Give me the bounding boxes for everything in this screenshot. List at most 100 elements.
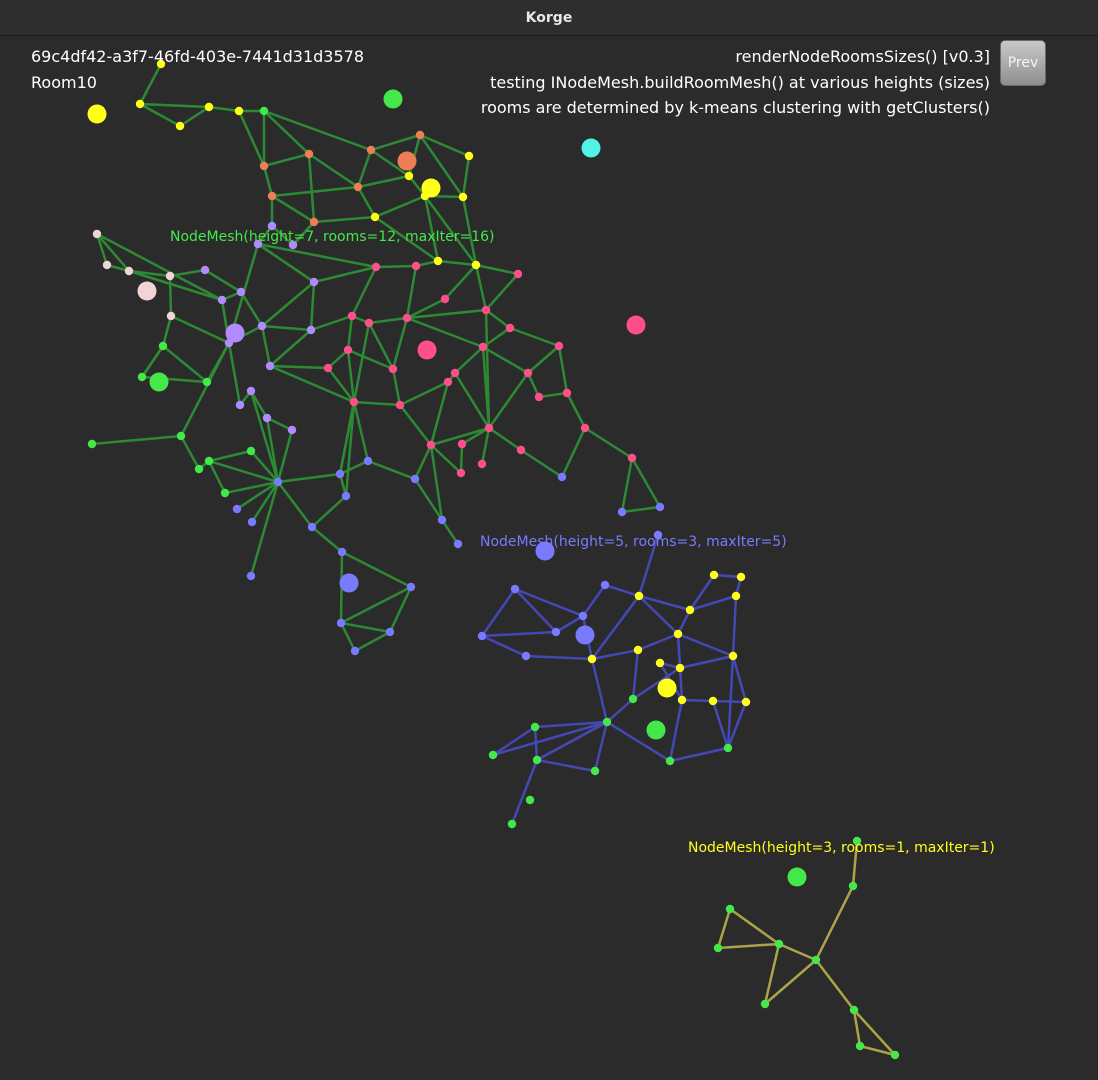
subtitle-2: rooms are determined by k-means clusteri… xyxy=(480,98,990,117)
mesh-edge xyxy=(270,194,316,224)
mesh-node xyxy=(234,106,244,116)
mesh-edge xyxy=(852,1008,897,1057)
mesh-edge xyxy=(353,630,392,653)
mesh-node xyxy=(364,318,374,328)
mesh-node xyxy=(602,717,612,727)
mesh-edge xyxy=(631,666,682,701)
mesh-node xyxy=(335,469,345,479)
mesh-edge xyxy=(763,958,818,1006)
mesh-edge xyxy=(260,280,316,328)
mesh-edge xyxy=(260,324,272,368)
mesh-node xyxy=(477,459,487,469)
mesh-node xyxy=(288,240,298,250)
mesh-node xyxy=(523,368,533,378)
mesh-edge xyxy=(524,654,594,661)
mesh-edge xyxy=(338,400,356,476)
mesh-node xyxy=(634,591,644,601)
room-center xyxy=(397,151,417,171)
mesh-node xyxy=(350,646,360,656)
mesh-edge xyxy=(270,185,360,198)
mesh-edge xyxy=(777,942,818,962)
mesh-edge xyxy=(423,194,478,267)
mesh-edge xyxy=(484,272,520,312)
mesh-edge xyxy=(519,448,564,479)
mesh-edge xyxy=(535,720,609,762)
mesh-node xyxy=(309,277,319,287)
mesh-edge xyxy=(726,700,748,750)
room-center xyxy=(225,323,245,343)
mesh-edge xyxy=(461,154,471,199)
mesh-edge xyxy=(339,585,413,625)
mesh-node xyxy=(267,221,277,231)
mesh-edge xyxy=(352,400,402,407)
mesh-edge xyxy=(513,587,558,634)
mesh-edge xyxy=(590,648,640,661)
mesh-node xyxy=(415,130,425,140)
mesh-edge xyxy=(207,459,227,495)
mesh-edge xyxy=(398,403,433,447)
mesh-edge xyxy=(95,232,131,273)
mesh-edge xyxy=(814,958,856,1012)
mesh-edge xyxy=(388,585,413,634)
mesh-edge xyxy=(339,621,392,634)
prev-button[interactable]: Prev xyxy=(1000,40,1046,86)
mesh-node xyxy=(713,943,723,953)
mesh-label: NodeMesh(height=5, rooms=3, maxIter=5) xyxy=(480,534,787,550)
mesh-node xyxy=(267,191,277,201)
mesh-edge xyxy=(688,573,716,612)
mesh-node xyxy=(554,341,564,351)
mesh-node xyxy=(265,361,275,371)
mesh-node xyxy=(306,325,316,335)
mesh-node xyxy=(600,580,610,590)
mesh-node xyxy=(774,939,784,949)
mesh-edge xyxy=(168,268,207,278)
mesh-node xyxy=(587,654,597,664)
mesh-node xyxy=(175,121,185,131)
mesh-edge xyxy=(620,456,634,514)
mesh-edge xyxy=(276,480,314,529)
mesh-node xyxy=(349,397,359,407)
mesh-node xyxy=(247,517,257,527)
mesh-node xyxy=(200,265,210,275)
mesh-edge xyxy=(712,573,743,579)
mesh-node xyxy=(87,439,97,449)
mesh-node xyxy=(456,468,466,478)
mesh-node xyxy=(458,192,468,202)
mesh-node xyxy=(158,341,168,351)
mesh-edge xyxy=(367,316,409,325)
mesh-edge xyxy=(605,697,635,724)
mesh-edge xyxy=(356,185,377,219)
mesh-edge xyxy=(487,371,530,430)
mesh-edge xyxy=(344,400,356,498)
mesh-node xyxy=(204,456,214,466)
mesh-node xyxy=(253,239,263,249)
mesh-node xyxy=(156,59,166,69)
mesh-edge xyxy=(95,232,109,267)
mesh-node xyxy=(232,504,242,514)
mesh-edge xyxy=(554,614,585,634)
room-center xyxy=(149,372,169,392)
mesh-edge xyxy=(207,459,280,484)
mesh-edge xyxy=(90,434,183,446)
mesh-height3: NodeMesh(height=3, rooms=1, maxIter=1) xyxy=(688,836,995,1060)
mesh-label: NodeMesh(height=7, rooms=12, maxIter=16) xyxy=(170,229,494,245)
mesh-node xyxy=(760,999,770,1009)
mesh-edge xyxy=(326,348,350,370)
mesh-edge xyxy=(533,725,539,762)
mesh-edge xyxy=(484,308,491,430)
mesh-edge xyxy=(369,133,422,152)
mesh-edge xyxy=(631,648,640,701)
mesh-node xyxy=(257,321,267,331)
mesh-edge xyxy=(480,587,517,638)
mesh-edge xyxy=(418,133,471,158)
mesh-node xyxy=(484,423,494,433)
mesh-node xyxy=(437,515,447,525)
mesh-edge xyxy=(249,480,280,578)
mesh-edge xyxy=(203,268,243,294)
mesh-node xyxy=(505,323,515,333)
mesh-edge xyxy=(590,594,641,661)
mesh-edge xyxy=(429,380,450,447)
mesh-edge xyxy=(256,242,316,284)
mesh-edge xyxy=(310,525,344,554)
mesh-node xyxy=(848,881,858,891)
